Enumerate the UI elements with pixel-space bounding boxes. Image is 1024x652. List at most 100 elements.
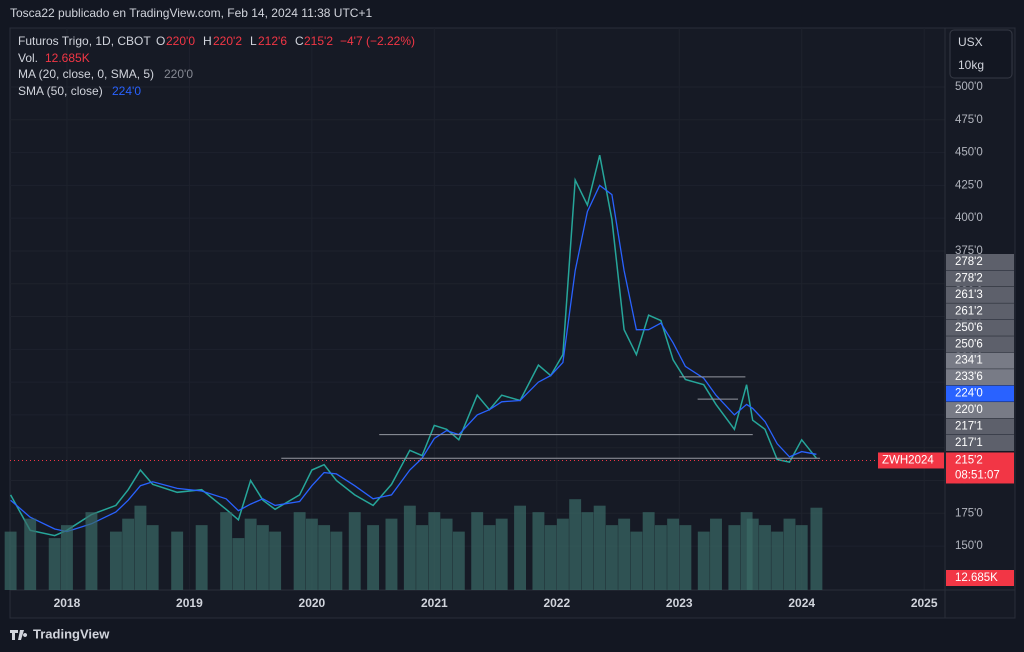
x-tick-label: 2020: [299, 596, 326, 610]
price-tag-label: 278'2: [955, 256, 983, 268]
volume-bar: [642, 512, 655, 590]
price-tag-label: 217'1: [955, 421, 983, 433]
price-tag: [946, 319, 1014, 336]
price-tag-label: 261'2: [955, 305, 983, 317]
volume-bar: [305, 518, 318, 590]
volume-bar: [759, 525, 771, 590]
price-tag: [946, 418, 1014, 435]
volume-bar: [569, 499, 582, 590]
ma-value: 220'0: [164, 67, 193, 81]
x-tick-label: 2018: [54, 596, 81, 610]
volume-bar: [330, 531, 343, 590]
footer-logo: TradingView: [10, 626, 110, 641]
volume-bar: [146, 525, 159, 590]
volume-bar: [452, 531, 465, 590]
volume-bar: [85, 512, 98, 590]
y-tick-label: 150'0: [955, 540, 983, 552]
volume-bar: [740, 512, 753, 590]
volume-bar: [232, 538, 245, 590]
price-tag: [946, 303, 1014, 320]
x-tick-label: 2021: [421, 596, 448, 610]
y-tick-label: 475'0: [955, 114, 983, 126]
price-tag-label: 278'2: [955, 272, 983, 284]
last-price-label: 215'2: [955, 455, 983, 467]
symbol-tag: [878, 452, 944, 469]
vol-label: Vol.: [18, 51, 38, 65]
ma-label: MA (20, close, 0, SMA, 5): [18, 67, 154, 81]
price-tag: [946, 385, 1014, 402]
volume-bar: [654, 525, 667, 590]
c-label: C: [295, 34, 304, 48]
volume-bar: [544, 525, 557, 590]
l-label: L: [250, 34, 257, 48]
sma-label: SMA (50, close): [18, 84, 103, 98]
price-tag-label: 250'6: [955, 338, 983, 350]
y-tick-label: 450'0: [955, 147, 983, 159]
symbol-tag-label: ZWH2024: [882, 455, 934, 467]
price-tag: [946, 369, 1014, 386]
volume-bar: [122, 518, 135, 590]
volume-bar: [746, 518, 759, 590]
price-tag-label: 217'1: [955, 437, 983, 449]
volume-bar: [630, 531, 643, 590]
volume-bar: [244, 518, 257, 590]
volume-bar: [593, 505, 606, 590]
volume-bar: [220, 512, 233, 590]
h-value: 220'2: [213, 34, 242, 48]
volume-bar: [697, 531, 710, 590]
y-tick-label: 175'0: [955, 507, 983, 519]
volume-bar: [514, 505, 527, 590]
h-label: H: [203, 34, 212, 48]
volume-bar: [269, 531, 282, 590]
volume-bar: [367, 525, 380, 590]
volume-bar: [810, 507, 823, 590]
price-tag-label: 233'6: [955, 371, 983, 383]
volume-bar: [532, 512, 545, 590]
volume-bar: [483, 525, 496, 590]
price-tag: [946, 336, 1014, 353]
y-tick-label: 400'0: [955, 212, 983, 224]
volume-bar: [24, 518, 37, 590]
volume-bar: [256, 525, 269, 590]
y-tick-label: 500'0: [955, 81, 983, 93]
currency[interactable]: USX: [958, 35, 983, 49]
volume-bar: [495, 518, 508, 590]
volume-bar: [471, 512, 484, 590]
countdown: 08:51:07: [955, 470, 1000, 482]
volume-bar: [771, 531, 784, 590]
volume-bar: [109, 531, 122, 590]
o-value: 220'0: [166, 34, 195, 48]
price-tag: [946, 270, 1014, 287]
volume-bar: [293, 512, 306, 590]
volume-bar: [605, 525, 618, 590]
volume-bar: [195, 525, 208, 590]
volume-bar: [60, 525, 73, 590]
x-tick-label: 2019: [176, 596, 203, 610]
volume-bar: [416, 525, 429, 590]
y-tick-label: 425'0: [955, 179, 983, 191]
volume-bar: [710, 518, 722, 590]
price-tag: [946, 286, 1014, 303]
volume-bar: [134, 505, 147, 590]
price-tag: [946, 402, 1014, 419]
volume-bar: [428, 512, 441, 590]
volume-bar: [667, 518, 680, 590]
volume-bar: [385, 518, 398, 590]
last-price-tag: [946, 452, 1014, 484]
header: Tosca22 publicado en TradingView.com, Fe…: [10, 6, 372, 20]
price-tag: [946, 434, 1014, 451]
symbol: Futuros Trigo, 1D, CBOT: [18, 34, 151, 48]
volume-bar: [440, 518, 453, 590]
volume-bar: [556, 518, 569, 590]
x-tick-label: 2023: [666, 596, 693, 610]
o-label: O: [156, 34, 165, 48]
logo-icon: [10, 630, 28, 640]
volume-bar: [403, 505, 416, 590]
volume-bar: [728, 525, 741, 590]
volume-bar: [171, 531, 184, 590]
volume-tag-label: 12.685K: [955, 572, 998, 584]
volume-bar: [783, 518, 796, 590]
unit[interactable]: 10kg: [958, 58, 984, 72]
price-tag: [946, 352, 1014, 369]
unit-box[interactable]: [949, 29, 1013, 79]
